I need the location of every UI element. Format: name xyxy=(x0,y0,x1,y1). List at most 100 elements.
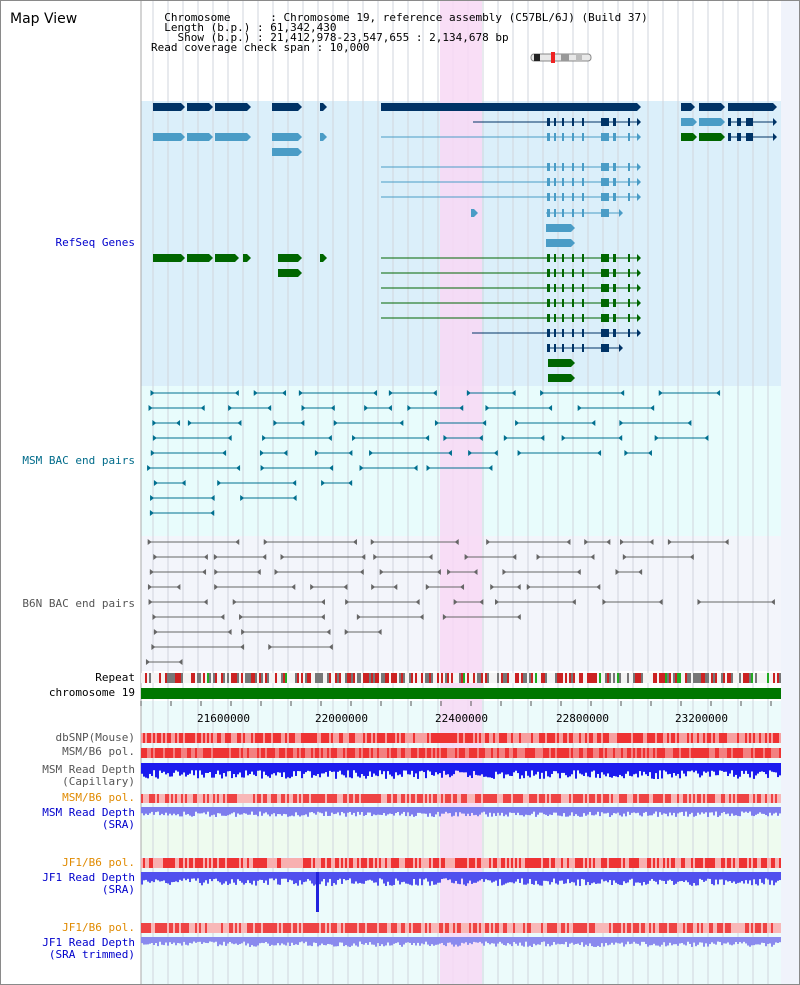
depth-bar xyxy=(593,937,595,947)
gene-exon xyxy=(613,163,616,171)
polymorphism-cell xyxy=(233,858,235,868)
repeat-element xyxy=(663,673,665,683)
bac-end-marker xyxy=(512,554,517,560)
track-label-msm-bac[interactable]: MSM BAC end pairs xyxy=(22,454,135,467)
polymorphism-cell xyxy=(311,858,313,868)
depth-bar xyxy=(417,763,419,779)
depth-bar xyxy=(235,807,237,817)
depth-bar xyxy=(583,807,585,814)
polymorphism-cell xyxy=(251,748,253,758)
depth-bar xyxy=(717,763,719,776)
depth-bar xyxy=(587,807,589,815)
polymorphism-cell xyxy=(205,923,207,933)
depth-bar xyxy=(565,937,567,942)
polymorphism-cell xyxy=(509,858,511,868)
depth-bar xyxy=(343,763,345,776)
polymorphism-cell xyxy=(707,794,709,803)
polymorphism-cell xyxy=(761,923,763,933)
depth-bar xyxy=(763,872,765,885)
gene-arrow xyxy=(323,103,327,111)
polymorphism-cell xyxy=(717,858,719,868)
polymorphism-cell xyxy=(735,858,737,868)
depth-bar xyxy=(599,763,601,779)
depth-bar xyxy=(737,872,739,883)
depth-bar xyxy=(613,872,615,881)
polymorphism-cell xyxy=(415,794,417,803)
gene-exon xyxy=(554,344,556,352)
polymorphism-cell xyxy=(399,733,401,743)
polymorphism-cell xyxy=(477,733,479,743)
repeat-element xyxy=(431,673,433,683)
depth-bar xyxy=(577,807,579,816)
depth-bar xyxy=(715,763,717,776)
polymorphism-cell xyxy=(543,794,545,803)
polymorphism-cell xyxy=(721,733,723,743)
polymorphism-cell xyxy=(327,858,329,868)
depth-bar xyxy=(523,763,525,779)
depth-bar xyxy=(297,763,299,772)
depth-bar xyxy=(239,872,241,881)
polymorphism-cell xyxy=(751,748,753,758)
polymorphism-cell xyxy=(745,858,747,868)
polymorphism-cell xyxy=(285,923,287,933)
polymorphism-cell xyxy=(419,794,421,803)
polymorphism-cell xyxy=(507,794,509,803)
depth-bar xyxy=(557,937,559,944)
polymorphism-cell xyxy=(299,748,301,758)
depth-bar xyxy=(565,807,567,817)
depth-bar xyxy=(503,807,505,817)
repeat-element xyxy=(543,673,545,683)
polymorphism-cell xyxy=(737,794,739,803)
gene-exon xyxy=(681,103,691,111)
polymorphism-cell xyxy=(205,858,207,868)
depth-bar xyxy=(775,807,777,813)
polymorphism-cell xyxy=(165,748,167,758)
depth-bar xyxy=(533,937,535,944)
polymorphism-cell xyxy=(513,794,515,803)
repeat-element xyxy=(523,673,525,683)
depth-bar xyxy=(273,807,275,814)
depth-bar xyxy=(725,763,727,772)
depth-bar xyxy=(629,937,631,945)
bac-end-marker xyxy=(615,569,620,575)
depth-bar xyxy=(433,807,435,817)
polymorphism-cell xyxy=(671,733,673,743)
gene-exon xyxy=(746,118,753,126)
polymorphism-cell xyxy=(691,748,693,758)
repeat-element xyxy=(253,673,255,683)
polymorphism-cell xyxy=(555,748,557,758)
depth-bar xyxy=(323,807,325,816)
polymorphism-cell xyxy=(571,794,573,803)
depth-bar xyxy=(641,807,643,817)
depth-bar xyxy=(661,807,663,815)
polymorphism-cell xyxy=(265,794,267,803)
depth-bar xyxy=(327,872,329,883)
polymorphism-cell xyxy=(753,748,755,758)
depth-bar xyxy=(461,937,463,943)
track-label-refseq[interactable]: RefSeq Genes xyxy=(55,236,135,249)
polymorphism-cell xyxy=(397,748,399,758)
polymorphism-cell xyxy=(669,794,671,803)
repeat-element xyxy=(293,673,295,683)
depth-bar xyxy=(413,937,415,944)
polymorphism-cell xyxy=(355,733,357,743)
depth-bar xyxy=(659,763,661,771)
depth-bar xyxy=(319,807,321,813)
depth-bar xyxy=(353,763,355,771)
gene-exon xyxy=(320,133,323,141)
polymorphism-cell xyxy=(725,858,727,868)
polymorphism-cell xyxy=(631,748,633,758)
polymorphism-cell xyxy=(193,858,195,868)
polymorphism-cell xyxy=(167,923,169,933)
depth-bar xyxy=(567,872,569,880)
repeat-element xyxy=(703,673,705,683)
polymorphism-cell xyxy=(721,923,723,933)
gene-exon xyxy=(554,299,556,307)
depth-bar xyxy=(679,937,681,944)
depth-bar xyxy=(411,763,413,771)
depth-bar xyxy=(625,937,627,945)
polymorphism-cell xyxy=(651,748,653,758)
track-label-b6n-bac[interactable]: B6N BAC end pairs xyxy=(22,597,135,610)
polymorphism-cell xyxy=(581,858,583,868)
